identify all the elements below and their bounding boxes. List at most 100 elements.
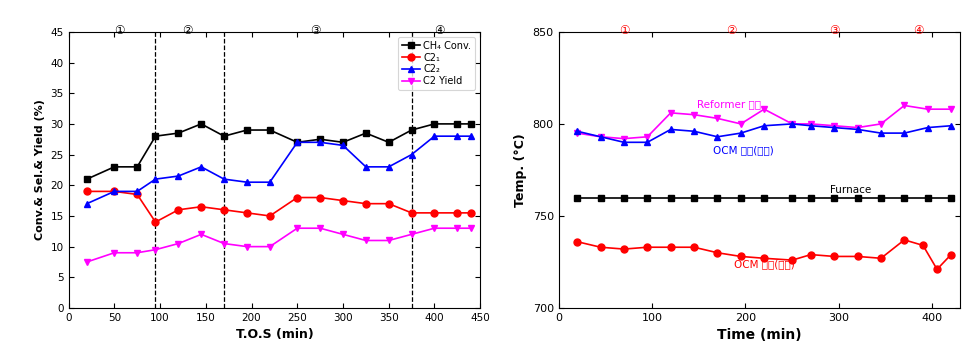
Text: ③: ③ [311,24,320,37]
C2 Yield [219,241,230,246]
OCM 내부(하단) [664,245,676,249]
Reformer 내부 [875,122,887,126]
C2₂ [81,201,93,206]
OCM 내부(셀터) [805,124,816,128]
OCM 내부(하단) [899,238,910,242]
CH₄ Conv. [452,122,464,126]
C2₂ [241,180,253,184]
C2 Yield [264,245,275,249]
Y-axis label: Conv.& Sel.& Yield (%): Conv.& Sel.& Yield (%) [35,99,45,240]
C2₁ [131,192,143,196]
C2 Yield [291,226,303,230]
OCM 내부(하단) [735,254,747,258]
C2₂ [406,153,417,157]
OCM 내부(하단) [875,256,887,261]
Furnace [711,195,723,200]
OCM 내부(하단) [917,243,929,247]
C2 Yield [150,247,162,252]
OCM 내부(셀터) [642,140,654,144]
OCM 내부(셀터) [571,129,583,133]
Furnace [945,195,956,200]
Legend: CH₄ Conv., C2₁, C2₂, C2 Yield: CH₄ Conv., C2₁, C2₂, C2 Yield [398,37,475,90]
CH₄ Conv. [219,134,230,138]
OCM 내부(하단) [642,245,654,249]
Reformer 내부 [759,107,770,111]
C2₂ [172,174,184,178]
Reformer 내부 [786,122,798,126]
CH₄ Conv. [383,140,395,144]
OCM 내부(셀터) [711,135,723,139]
C2 Yield [360,238,371,242]
OCM 내부(하단) [828,254,840,258]
OCM 내부(셀터) [735,131,747,135]
Furnace [759,195,770,200]
C2₂ [383,165,395,169]
CH₄ Conv. [291,140,303,144]
Furnace [642,195,654,200]
Reformer 내부 [688,113,700,117]
C2 Yield [172,241,184,246]
OCM 내부(하단) [759,256,770,261]
OCM 내부(하단) [618,247,630,251]
C2₂ [291,140,303,144]
OCM 내부(하단) [571,240,583,244]
Text: ①: ① [618,24,629,38]
CH₄ Conv. [428,122,440,126]
OCM 내부(하단) [945,252,956,257]
C2 Yield [315,226,326,230]
OCM 내부(셀터) [899,131,910,135]
OCM 내부(하단) [931,267,943,272]
Furnace [618,195,630,200]
C2₂ [131,189,143,194]
C2₂ [150,177,162,181]
X-axis label: Time (min): Time (min) [717,329,802,342]
Line: C2₁: C2₁ [83,188,474,225]
OCM 내부(셀터) [875,131,887,135]
Text: ①: ① [114,24,124,37]
C2 Yield [241,245,253,249]
Reformer 내부 [618,137,630,141]
C2₁ [383,201,395,206]
C2₁ [150,220,162,224]
Furnace [899,195,910,200]
Furnace [595,195,607,200]
OCM 내부(셀터) [618,140,630,144]
Furnace [828,195,840,200]
C2₁ [195,205,207,209]
C2 Yield [466,226,477,230]
Furnace [805,195,816,200]
Line: OCM 내부(셀터): OCM 내부(셀터) [574,120,955,146]
CH₄ Conv. [337,140,349,144]
C2₁ [452,211,464,215]
Line: C2 Yield: C2 Yield [83,225,474,266]
C2₁ [241,211,253,215]
C2₂ [315,140,326,144]
CH₄ Conv. [360,131,371,135]
CH₄ Conv. [109,165,121,169]
C2₁ [291,195,303,200]
C2₁ [406,211,417,215]
OCM 내부(셀터) [759,124,770,128]
CH₄ Conv. [264,128,275,132]
C2₁ [81,189,93,194]
OCM 내부(셀터) [595,135,607,139]
CH₄ Conv. [131,165,143,169]
Reformer 내부 [828,124,840,128]
OCM 내부(셀터) [945,124,956,128]
C2₁ [109,189,121,194]
C2₂ [264,180,275,184]
Text: ④: ④ [434,24,444,37]
C2 Yield [195,232,207,236]
OCM 내부(하단) [688,245,700,249]
OCM 내부(셀터) [852,127,863,132]
C2₁ [466,211,477,215]
Line: Reformer 내부: Reformer 내부 [574,102,955,142]
OCM 내부(하단) [711,251,723,255]
Reformer 내부 [735,122,747,126]
C2₁ [315,195,326,200]
CH₄ Conv. [466,122,477,126]
OCM 내부(하단) [786,258,798,262]
C2 Yield [131,251,143,255]
Line: CH₄ Conv.: CH₄ Conv. [83,120,474,183]
C2₂ [337,143,349,148]
